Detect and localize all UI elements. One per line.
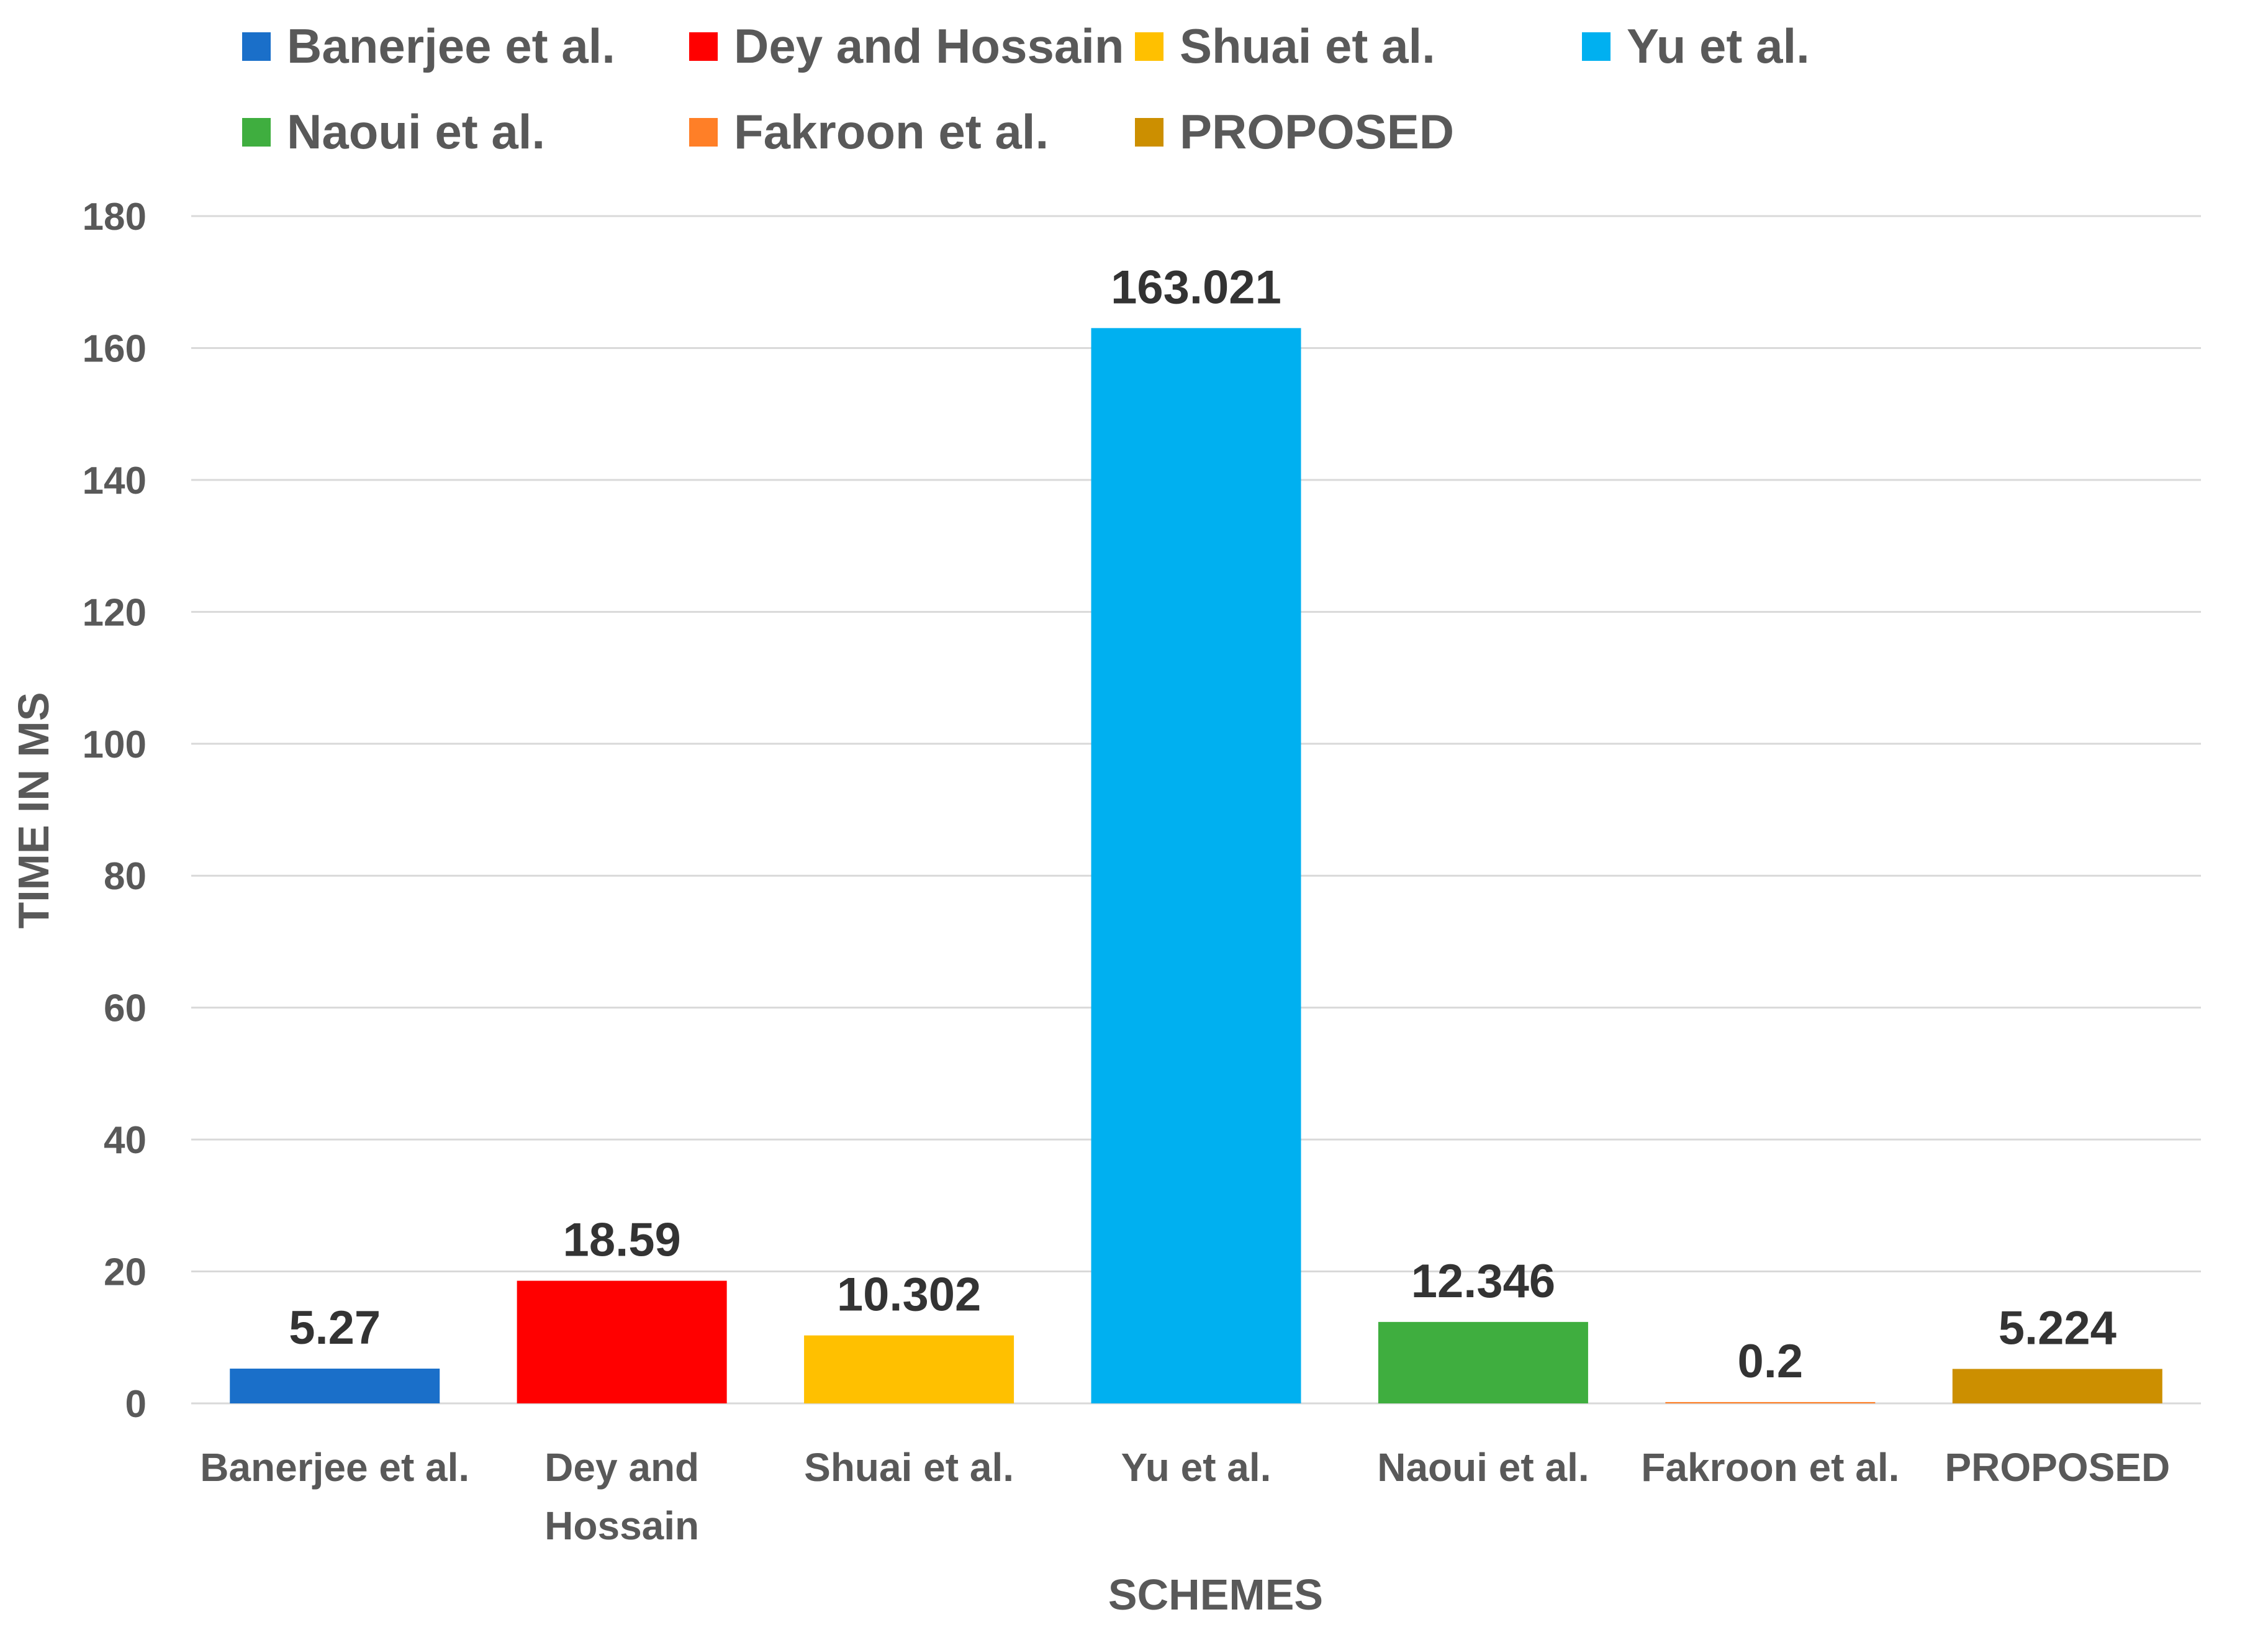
legend-item: Yu et al. <box>1582 19 1810 73</box>
legend-swatch <box>1135 32 1163 61</box>
data-label: 0.2 <box>1738 1335 1804 1388</box>
data-label: 18.59 <box>563 1214 681 1267</box>
x-axis-categories: Banerjee et al. Dey and Hossain Shuai et al… <box>200 1445 2170 1548</box>
x-tick-label: PROPOSED <box>1945 1445 2170 1490</box>
bar-3 <box>804 1335 1014 1403</box>
x-tick-label: Shuai et al. <box>804 1445 1014 1490</box>
legend-label: Yu et al. <box>1627 19 1810 73</box>
y-tick-label: 40 <box>104 1119 147 1162</box>
y-tick-label: 0 <box>125 1383 147 1426</box>
x-tick-label: Yu et al. <box>1121 1445 1272 1490</box>
bar-6 <box>1665 1402 1876 1403</box>
x-tick-label: Dey and <box>544 1445 699 1490</box>
legend-label: PROPOSED <box>1180 104 1454 159</box>
x-tick-label: Fakroon et al. <box>1641 1445 1899 1490</box>
data-label: 5.224 <box>1999 1302 2117 1355</box>
x-tick-label: Hossain <box>544 1503 699 1548</box>
legend-item: Dey and Hossain <box>689 19 1124 73</box>
bar-4 <box>1091 328 1301 1403</box>
y-axis-title: TIME IN MS <box>9 692 58 928</box>
legend-item: Naoui et al. <box>242 104 545 159</box>
x-axis-title: SCHEMES <box>1108 1570 1323 1619</box>
legend-swatch <box>1582 32 1611 61</box>
legend-swatch <box>689 32 718 61</box>
y-axis-ticks: 0 20 40 60 80 100 120 140 160 180 <box>83 196 147 1426</box>
y-tick-label: 20 <box>104 1251 147 1294</box>
y-tick-label: 60 <box>104 987 147 1030</box>
legend-label: Banerjee et al. <box>287 19 615 73</box>
legend-item: Fakroon et al. <box>689 104 1049 159</box>
legend: Banerjee et al. Dey and Hossain Shuai et a… <box>242 19 1810 159</box>
data-label: 5.27 <box>289 1302 381 1354</box>
data-label: 163.021 <box>1111 261 1281 314</box>
y-tick-label: 160 <box>83 327 147 370</box>
bar-2 <box>517 1280 727 1403</box>
y-tick-label: 80 <box>104 855 147 898</box>
legend-label: Shuai et al. <box>1180 19 1435 73</box>
y-tick-label: 180 <box>83 196 147 238</box>
legend-swatch <box>689 118 718 147</box>
legend-item: PROPOSED <box>1135 104 1454 159</box>
legend-swatch <box>242 32 271 61</box>
legend-swatch <box>1135 118 1163 147</box>
bars <box>230 328 2162 1403</box>
data-label: 10.302 <box>837 1269 981 1321</box>
legend-label: Dey and Hossain <box>734 19 1124 73</box>
x-tick-label: Naoui et al. <box>1377 1445 1589 1490</box>
data-label: 12.346 <box>1411 1255 1555 1308</box>
legend-item: Shuai et al. <box>1135 19 1435 73</box>
y-tick-label: 140 <box>83 460 147 502</box>
legend-label: Fakroon et al. <box>734 104 1049 159</box>
legend-item: Banerjee et al. <box>242 19 615 73</box>
bar-7 <box>1952 1369 2162 1403</box>
data-labels: 5.27 18.59 10.302 163.021 12.346 0.2 5.224 <box>289 261 2117 1388</box>
y-tick-label: 100 <box>83 723 147 766</box>
x-tick-label: Banerjee et al. <box>200 1445 469 1490</box>
bar-5 <box>1378 1321 1588 1403</box>
y-tick-label: 120 <box>83 591 147 634</box>
legend-swatch <box>242 118 271 147</box>
bar-1 <box>230 1369 440 1403</box>
legend-label: Naoui et al. <box>287 104 545 159</box>
